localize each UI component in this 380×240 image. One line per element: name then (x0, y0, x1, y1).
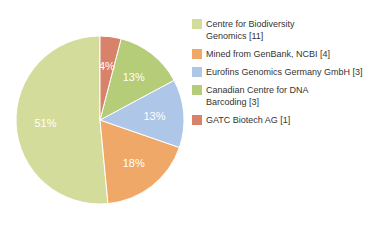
html-text:Eurofins Genomics Germany GmbH: Eurofins Genomics Germany GmbH [3] (206, 67, 363, 77)
svg-text:13%: 13% (143, 110, 165, 122)
svg-text:18%: 18% (123, 157, 145, 169)
html-text:Mined from GenBank, NCBI [4]: Mined from GenBank, NCBI [4] (206, 49, 331, 59)
html-text:Centre for Biodiversity Genomi: Centre for Biodiversity Genomics [11] (206, 19, 295, 41)
html-text:Canadian Centre for DNA Barcod: Canadian Centre for DNA Barcoding [3] (206, 85, 309, 107)
html-text:GATC Biotech AG [1]: GATC Biotech AG [1] (206, 115, 291, 125)
svg-text:51%: 51% (34, 117, 56, 129)
svg-text:4%: 4% (99, 60, 115, 72)
svg-text:13%: 13% (123, 71, 145, 83)
